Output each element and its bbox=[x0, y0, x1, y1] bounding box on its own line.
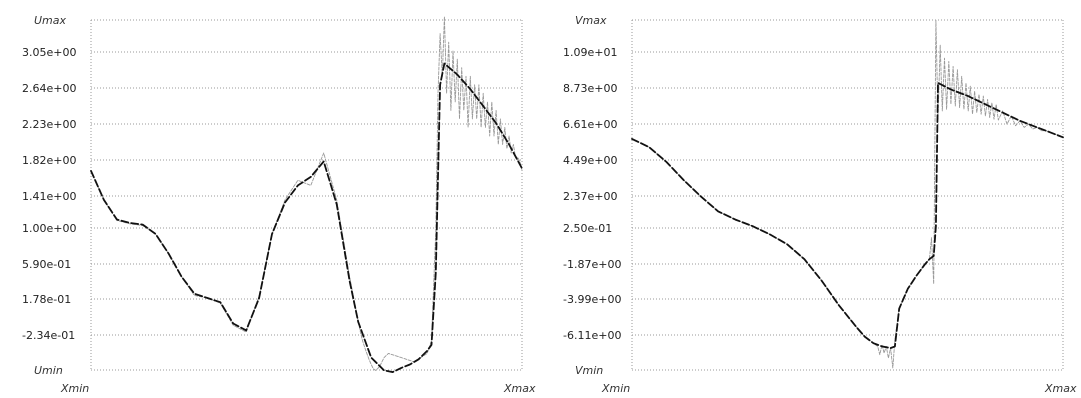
u-y-tick-label: 1.00e+00 bbox=[22, 222, 76, 235]
v-y-tick-label: -3.99e+00 bbox=[563, 293, 621, 306]
u-y-tick-label: 5.90e-01 bbox=[22, 258, 71, 271]
u-y-tick-label: 2.64e+00 bbox=[22, 82, 76, 95]
v-y-tick-label: 2.37e+00 bbox=[563, 190, 617, 203]
v-y-tick-label: 2.50e-01 bbox=[563, 222, 612, 235]
v-grid bbox=[631, 19, 1064, 371]
u-solution-dashed-line bbox=[90, 62, 523, 374]
u-chart: 3.05e+00 2.64e+00 2.23e+00 1.82e+00 1.41e+00… bbox=[22, 14, 536, 395]
v-ymin-label: Vmin bbox=[575, 364, 603, 377]
u-y-tick-label: 3.05e+00 bbox=[22, 46, 76, 59]
v-y-tick-label: 1.09e+01 bbox=[563, 46, 617, 59]
u-grid bbox=[90, 19, 523, 371]
u-ymin-label: Umin bbox=[34, 364, 63, 377]
u-y-tick-label: 1.82e+00 bbox=[22, 154, 76, 167]
u-y-tick-label: 1.78e-01 bbox=[22, 293, 71, 306]
u-ymax-label: Umax bbox=[34, 14, 67, 27]
v-y-tick-label: -6.11e+00 bbox=[563, 329, 621, 342]
v-y-tick-label: 8.73e+00 bbox=[563, 82, 617, 95]
v-y-tick-label: 6.61e+00 bbox=[563, 118, 617, 131]
v-ymax-label: Vmax bbox=[575, 14, 607, 27]
u-xmax-label: Xmax bbox=[503, 382, 536, 395]
v-chart-panel: 1.09e+01 8.73e+00 6.61e+00 4.49e+00 2.37e+00… bbox=[541, 0, 1081, 398]
v-chart: 1.09e+01 8.73e+00 6.61e+00 4.49e+00 2.37e+00… bbox=[563, 14, 1077, 395]
u-xmin-label: Xmin bbox=[60, 382, 89, 395]
v-xmax-label: Xmax bbox=[1044, 382, 1077, 395]
v-y-tick-label: -1.87e+00 bbox=[563, 258, 621, 271]
u-oscillating-line bbox=[90, 16, 523, 371]
v-oscillating-line bbox=[631, 19, 1064, 369]
u-y-tick-label: -2.34e-01 bbox=[22, 329, 75, 342]
u-y-tick-label: 1.41e+00 bbox=[22, 190, 76, 203]
u-chart-panel: 3.05e+00 2.64e+00 2.23e+00 1.82e+00 1.41e+00… bbox=[0, 0, 540, 398]
v-xmin-label: Xmin bbox=[601, 382, 630, 395]
v-solution-dashed-line bbox=[631, 82, 1064, 350]
u-y-tick-label: 2.23e+00 bbox=[22, 118, 76, 131]
v-y-tick-label: 4.49e+00 bbox=[563, 154, 617, 167]
